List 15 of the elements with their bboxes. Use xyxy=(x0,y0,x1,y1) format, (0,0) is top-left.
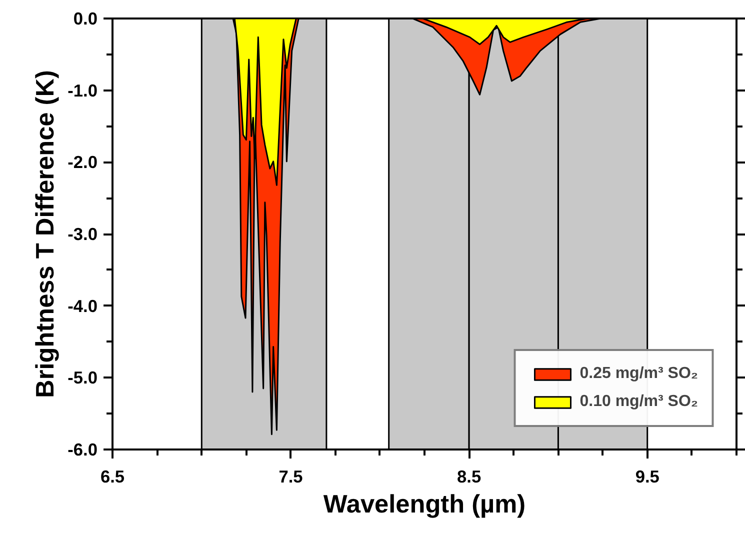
y-tick-label: -3.0 xyxy=(68,224,98,244)
legend-label: 0.25 mg/m³ SO₂ xyxy=(580,365,698,383)
x-tick-label: 9.5 xyxy=(635,466,660,486)
x-tick-label: 6.5 xyxy=(100,466,125,486)
y-tick-label: -2.0 xyxy=(68,152,98,172)
x-axis-title: Wavelength (µm) xyxy=(323,490,526,518)
y-tick-label: -4.0 xyxy=(68,296,98,316)
y-axis-title: Brightness T Difference (K) xyxy=(32,70,60,398)
y-tick-label: 0.0 xyxy=(73,8,98,28)
legend-label: 0.10 mg/m³ SO₂ xyxy=(580,393,698,411)
y-tick-label: -5.0 xyxy=(68,368,98,388)
y-tick-label: -6.0 xyxy=(68,440,98,460)
x-tick-label: 7.5 xyxy=(278,466,304,486)
y-tick-label: -1.0 xyxy=(68,80,98,100)
x-tick-label: 8.5 xyxy=(457,466,482,486)
